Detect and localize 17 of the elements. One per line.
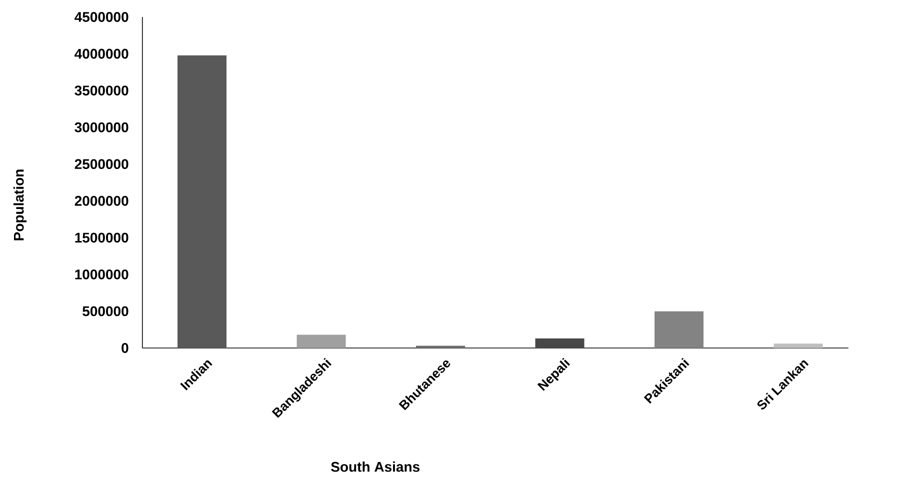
- y-tick-label: 500000: [82, 306, 128, 316]
- y-tick-label: 4000000: [74, 48, 128, 59]
- bar: [296, 334, 346, 348]
- y-tick-label: 2500000: [74, 159, 128, 170]
- y-axis-title: Population: [13, 170, 27, 240]
- bar: [178, 55, 227, 348]
- y-tick-label: 3500000: [74, 86, 128, 96]
- y-tick-label: 0: [122, 343, 128, 353]
- x-axis-title: South Asians: [331, 462, 420, 472]
- y-tick-label: 1500000: [75, 232, 128, 243]
- y-tick-label: 3000000: [74, 122, 128, 132]
- y-tick-label: 2000000: [74, 196, 128, 206]
- y-tick-label: 4500000: [74, 12, 128, 22]
- bar: [654, 311, 704, 348]
- bar: [774, 344, 823, 348]
- bar: [535, 338, 584, 348]
- y-tick-label: 1000000: [75, 269, 128, 280]
